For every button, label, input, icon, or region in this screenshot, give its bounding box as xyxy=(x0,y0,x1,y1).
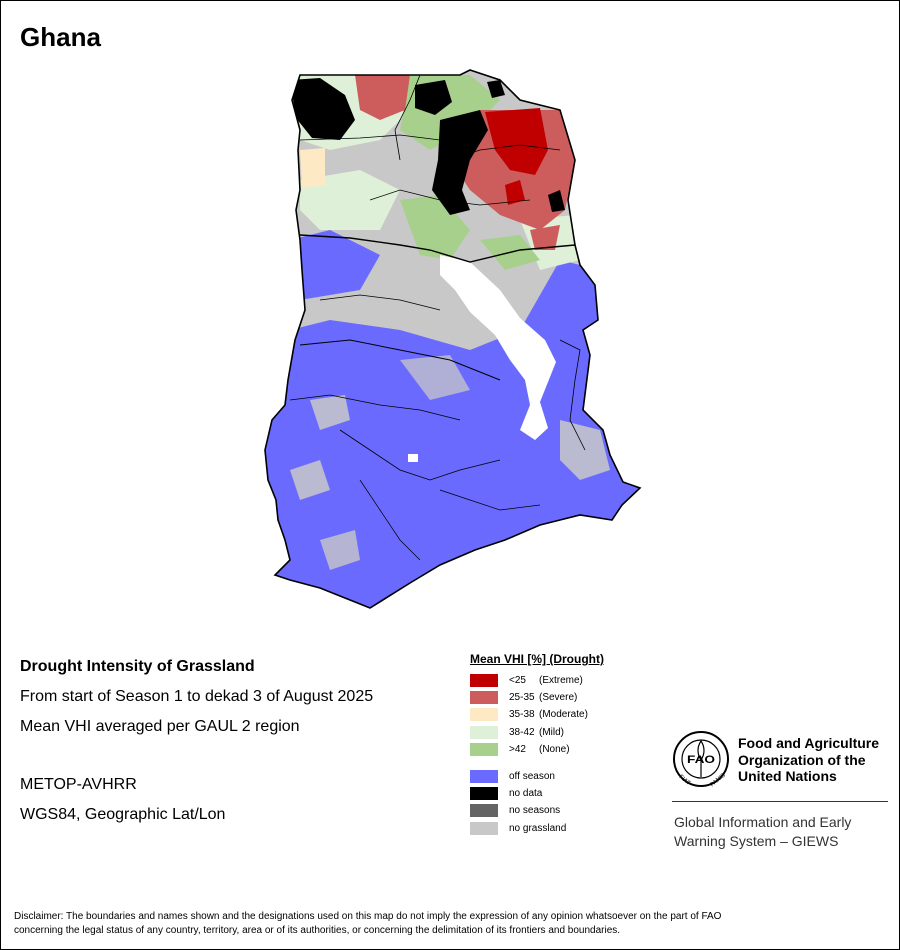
legend-swatch xyxy=(470,804,498,818)
legend-item: 25-35 (Severe) xyxy=(470,689,604,706)
legend-swatch xyxy=(470,787,498,801)
legend-item: 35-38 (Moderate) xyxy=(470,706,604,723)
svg-text:FIAT: FIAT xyxy=(678,774,692,787)
fao-org-name: Food and Agriculture Organization of the… xyxy=(738,735,880,784)
info-sensor: METOP-AVHRR xyxy=(20,776,137,793)
legend-item: 38-42 (Mild) xyxy=(470,724,604,741)
ghana-map xyxy=(264,69,642,609)
legend-swatch xyxy=(470,674,498,688)
legend-swatch xyxy=(470,691,498,705)
logo-letters: FAO xyxy=(687,754,716,766)
info-heading: Drought Intensity of Grassland xyxy=(20,658,255,675)
legend-swatch xyxy=(470,708,498,722)
legend-item: off season xyxy=(470,768,604,785)
legend-item: no data xyxy=(470,785,604,802)
info-projection: WGS84, Geographic Lat/Lon xyxy=(20,806,226,823)
vhi-raster xyxy=(265,70,640,608)
map-info: Drought Intensity of Grassland From star… xyxy=(20,655,373,833)
legend-item: <25 (Extreme) xyxy=(470,672,604,689)
legend-swatch xyxy=(470,770,498,784)
fao-logo-icon: FAO FIAT PANIS xyxy=(673,731,729,788)
legend: Mean VHI [%] (Drought) <25 (Extreme) 25-3… xyxy=(470,652,604,837)
legend-swatch xyxy=(470,725,498,739)
admin-boundaries xyxy=(264,69,642,609)
info-period: From start of Season 1 to dekad 3 of Aug… xyxy=(20,688,374,705)
legend-swatch xyxy=(470,821,498,835)
fao-divider xyxy=(672,801,888,802)
legend-swatch xyxy=(470,742,498,756)
giews-name: Global Information and Early Warning Sys… xyxy=(674,814,852,849)
map-title: Ghana xyxy=(20,22,101,52)
legend-item: no grassland xyxy=(470,820,604,837)
info-method: Mean VHI averaged per GAUL 2 region xyxy=(20,718,300,735)
legend-title: Mean VHI [%] (Drought) xyxy=(470,652,604,666)
legend-item: >42 (None) xyxy=(470,741,604,758)
disclaimer: Disclaimer: The boundaries and names sho… xyxy=(14,911,722,936)
legend-item: no seasons xyxy=(470,802,604,819)
